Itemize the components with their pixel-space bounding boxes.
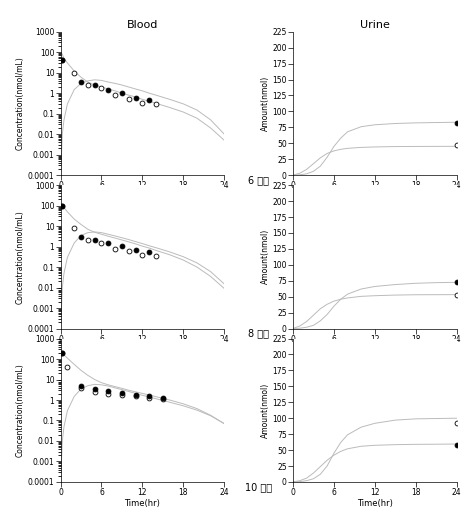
- X-axis label: Time(hr): Time(hr): [357, 345, 393, 354]
- Y-axis label: Amount(nmol): Amount(nmol): [260, 382, 269, 438]
- Text: 6 주령: 6 주령: [248, 175, 269, 185]
- X-axis label: Time(hr): Time(hr): [124, 345, 160, 354]
- X-axis label: Time(hr): Time(hr): [124, 498, 160, 507]
- Y-axis label: Amount(nmol): Amount(nmol): [260, 229, 269, 285]
- Text: 8 주령: 8 주령: [248, 329, 269, 339]
- Text: 10 주령: 10 주령: [245, 482, 272, 492]
- X-axis label: Time(hr): Time(hr): [124, 191, 160, 200]
- Title: Blood: Blood: [127, 20, 158, 30]
- Y-axis label: Concentration(nmol/mL): Concentration(nmol/mL): [16, 363, 25, 457]
- Y-axis label: Concentration(nmol/mL): Concentration(nmol/mL): [16, 57, 25, 150]
- Y-axis label: Amount(nmol): Amount(nmol): [260, 76, 269, 131]
- X-axis label: Time(hr): Time(hr): [357, 498, 393, 507]
- Y-axis label: Concentration(nmol/mL): Concentration(nmol/mL): [16, 210, 25, 304]
- X-axis label: Time(hr): Time(hr): [357, 191, 393, 200]
- Title: Urine: Urine: [360, 20, 390, 30]
